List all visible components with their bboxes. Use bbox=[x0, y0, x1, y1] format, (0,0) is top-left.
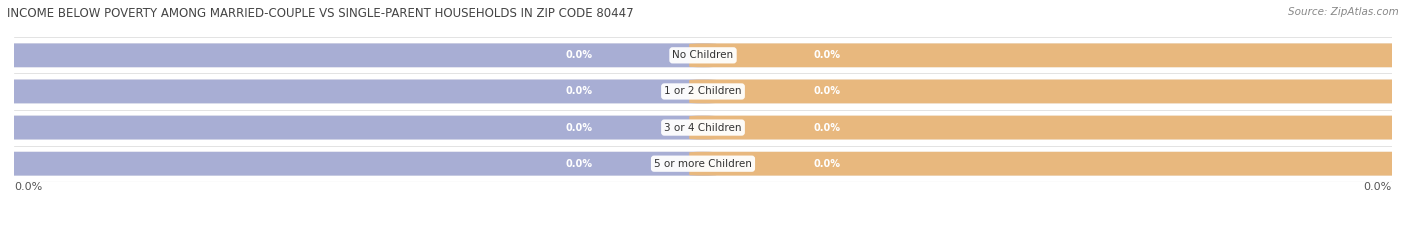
FancyBboxPatch shape bbox=[689, 152, 1406, 176]
Text: 5 or more Children: 5 or more Children bbox=[654, 159, 752, 169]
FancyBboxPatch shape bbox=[0, 152, 1406, 176]
Text: INCOME BELOW POVERTY AMONG MARRIED-COUPLE VS SINGLE-PARENT HOUSEHOLDS IN ZIP COD: INCOME BELOW POVERTY AMONG MARRIED-COUPL… bbox=[7, 7, 634, 20]
FancyBboxPatch shape bbox=[0, 116, 717, 140]
FancyBboxPatch shape bbox=[689, 79, 1406, 103]
FancyBboxPatch shape bbox=[0, 116, 1406, 140]
FancyBboxPatch shape bbox=[0, 79, 1406, 103]
Text: 0.0%: 0.0% bbox=[565, 86, 592, 96]
FancyBboxPatch shape bbox=[0, 43, 1406, 67]
FancyBboxPatch shape bbox=[0, 79, 717, 103]
Text: 1 or 2 Children: 1 or 2 Children bbox=[664, 86, 742, 96]
Text: 0.0%: 0.0% bbox=[565, 123, 592, 133]
Text: 3 or 4 Children: 3 or 4 Children bbox=[664, 123, 742, 133]
Text: 0.0%: 0.0% bbox=[814, 123, 841, 133]
Text: 0.0%: 0.0% bbox=[814, 159, 841, 169]
Text: 0.0%: 0.0% bbox=[1364, 182, 1392, 192]
FancyBboxPatch shape bbox=[689, 43, 1406, 67]
Text: No Children: No Children bbox=[672, 50, 734, 60]
Text: 0.0%: 0.0% bbox=[814, 86, 841, 96]
Text: 0.0%: 0.0% bbox=[814, 50, 841, 60]
FancyBboxPatch shape bbox=[0, 152, 717, 176]
Text: 0.0%: 0.0% bbox=[565, 50, 592, 60]
FancyBboxPatch shape bbox=[0, 43, 717, 67]
FancyBboxPatch shape bbox=[689, 116, 1406, 140]
Text: 0.0%: 0.0% bbox=[565, 159, 592, 169]
Text: 0.0%: 0.0% bbox=[14, 182, 42, 192]
Text: Source: ZipAtlas.com: Source: ZipAtlas.com bbox=[1288, 7, 1399, 17]
